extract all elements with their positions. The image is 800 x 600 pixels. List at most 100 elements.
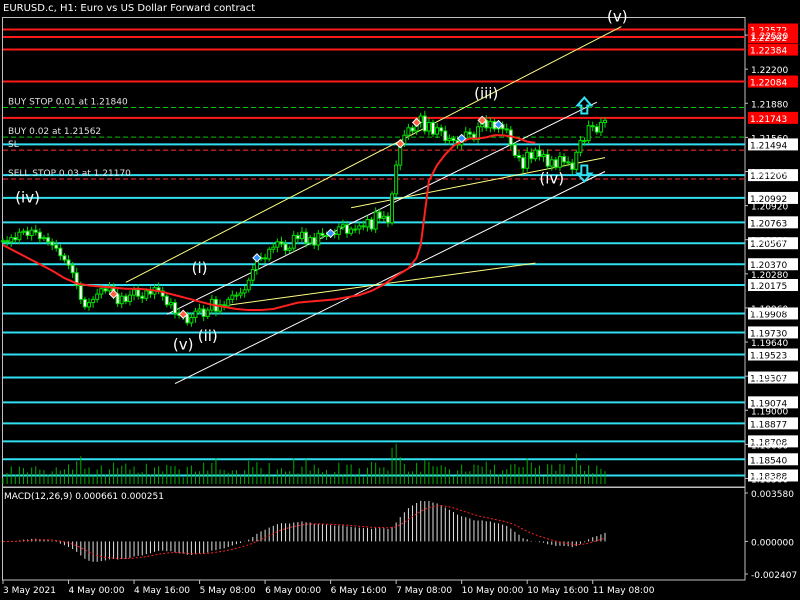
cyan-price-tag-label: 1.20763 — [750, 219, 787, 229]
order-line-label: SELL STOP 0.03 at 1.21170 — [8, 169, 131, 179]
candle-body — [70, 264, 75, 274]
macd-tick-label: 0.003580 — [751, 490, 794, 500]
cyan-price-tag — [748, 326, 798, 339]
wave-label: (ii) — [198, 327, 218, 345]
candle-body — [1, 240, 5, 243]
time-tick-label: 4 May 16:00 — [134, 586, 190, 596]
cyan-price-tag — [748, 258, 798, 271]
cyan-price-tag — [748, 307, 798, 320]
candle-body — [537, 149, 542, 158]
time-tick-label: 3 May 2021 — [3, 586, 56, 596]
macd-frame — [2, 487, 746, 581]
red-price-tag-label: 1.22084 — [750, 79, 787, 89]
candle-body — [426, 121, 431, 132]
cyan-price-tag-label: 1.19523 — [750, 352, 787, 362]
red-price-tag-label: 1.22502 — [750, 34, 787, 44]
cyan-price-tag-label: 1.18388 — [750, 472, 787, 482]
red-price-tag — [748, 111, 798, 124]
candle-body — [467, 131, 472, 135]
horizontal-levels — [3, 28, 745, 477]
order-lines[interactable]: BUY STOP 0.01 at 1.21840 BUY 0.02 at 1.21… — [3, 98, 745, 180]
candle-body — [295, 234, 300, 240]
wave-label: (i) — [192, 259, 208, 277]
trade-marker — [108, 289, 119, 299]
candle-body — [422, 115, 427, 132]
candle-body — [504, 128, 509, 131]
candle-body — [549, 159, 554, 167]
trade-markers — [108, 115, 504, 320]
trade-marker — [252, 253, 262, 263]
red-price-tag — [748, 30, 798, 43]
time-tick-label: 10 May 00:00 — [462, 586, 524, 596]
macd-tick-label: 0.000000 — [751, 538, 794, 548]
wave-label: (iv) — [539, 170, 564, 188]
candle-body — [373, 211, 378, 230]
cyan-price-tag-label: 1.21206 — [750, 172, 787, 182]
cyan-price-tag — [748, 417, 798, 430]
cyan-price-tag-label: 1.20992 — [750, 195, 787, 205]
candle-body — [242, 289, 247, 294]
candle-body — [361, 225, 366, 228]
time-tick-label: 11 May 08:00 — [593, 586, 655, 596]
trend-lines[interactable] — [125, 26, 622, 385]
cyan-price-tag — [748, 216, 798, 229]
cyan-price-tag — [748, 138, 798, 151]
trend-line[interactable] — [166, 101, 598, 315]
order-line-label: BUY 0.02 at 1.21562 — [8, 127, 101, 137]
candle-body — [521, 157, 526, 169]
candle-body — [164, 295, 169, 306]
candle-body — [541, 153, 546, 158]
macd-signal-line — [2, 505, 606, 560]
cyan-price-tag-label: 1.19730 — [750, 329, 787, 339]
candle-body — [471, 133, 476, 141]
candle-body — [557, 156, 562, 168]
candle-body — [37, 231, 42, 240]
candle-body — [123, 295, 128, 303]
macd-panel: MACD(12,26,9) 0.000661 0.000251 0.003580 0… — [2, 490, 797, 581]
candle-body — [529, 151, 534, 160]
candle-body — [291, 234, 296, 249]
trade-marker — [493, 119, 504, 130]
trade-marker — [325, 228, 336, 239]
candle-body — [439, 127, 444, 132]
candle-body — [365, 218, 370, 228]
moving-average-line — [2, 134, 536, 312]
trend-line[interactable] — [174, 171, 606, 385]
chart-title: EURUSD.c, H1: Euro vs US Dollar Forward … — [3, 3, 256, 14]
trend-line[interactable] — [125, 26, 622, 283]
price-tick-label: 1.20280 — [751, 271, 788, 281]
candle-body — [590, 125, 595, 128]
order-line-label: SL — [8, 140, 19, 150]
candle-body — [250, 269, 255, 281]
trade-marker — [456, 133, 467, 144]
trend-line[interactable] — [215, 262, 536, 308]
candle-body — [562, 156, 567, 163]
price-tick-label: 1.22200 — [751, 66, 788, 76]
candle-body — [267, 248, 272, 260]
candle-body — [46, 237, 51, 243]
wave-label: (v) — [607, 8, 628, 26]
candle-body — [324, 234, 329, 237]
price-tick-label: 1.21560 — [751, 134, 788, 144]
candle-body — [574, 151, 579, 170]
candle-body — [410, 127, 415, 132]
candle-body — [238, 292, 243, 296]
candle-body — [263, 257, 268, 260]
candle-body — [304, 231, 309, 244]
candle-body — [13, 237, 18, 241]
candle-body — [17, 231, 22, 241]
cyan-price-tag-label: 1.18708 — [750, 438, 787, 448]
candle-body — [488, 120, 493, 129]
candle-body — [275, 241, 280, 248]
up-arrow-icon — [575, 96, 594, 115]
candle-body — [369, 218, 374, 230]
candle-body — [21, 230, 26, 233]
candle-body — [283, 243, 288, 251]
candle-body — [160, 290, 165, 297]
candle-body — [586, 125, 591, 142]
trade-marker — [411, 117, 422, 128]
cyan-price-tag — [748, 279, 798, 292]
candle-body — [406, 127, 411, 136]
candle-body — [279, 241, 284, 245]
